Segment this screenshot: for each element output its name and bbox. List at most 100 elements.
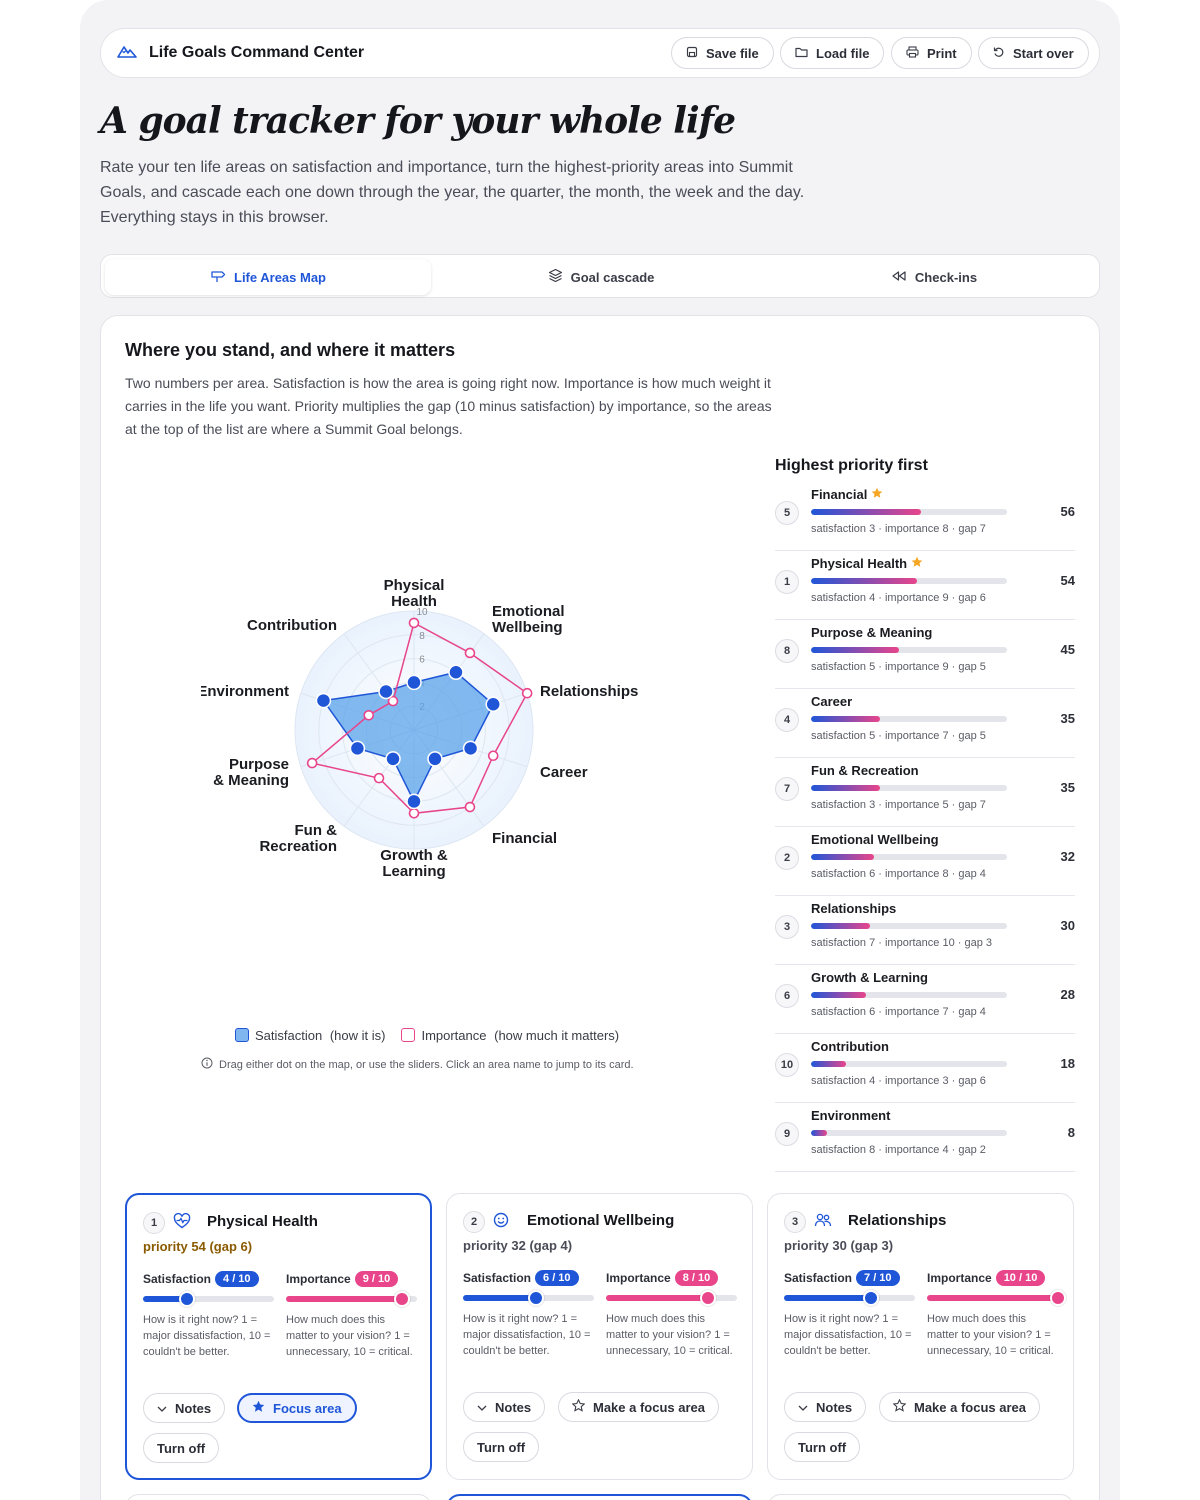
- focus-area-button[interactable]: Focus area: [237, 1393, 357, 1423]
- priority-row[interactable]: 2 Emotional Wellbeing satisfaction 6 · imp…: [775, 827, 1075, 896]
- radar-axis-label[interactable]: Financial: [492, 830, 557, 847]
- priority-row[interactable]: 6 Growth & Learning satisfaction 6 · impor…: [775, 965, 1075, 1034]
- focus-area-button[interactable]: Make a focus area: [558, 1392, 720, 1422]
- importance-slider-knob[interactable]: [1050, 1290, 1066, 1306]
- satisfaction-dot[interactable]: [448, 664, 464, 680]
- area-name-link[interactable]: Contribution: [811, 1039, 889, 1054]
- radar-axis-label[interactable]: Emotional Wellbeing: [492, 603, 565, 636]
- area-card[interactable]: [767, 1494, 1074, 1500]
- area-name-link[interactable]: Physical Health: [811, 556, 923, 571]
- satisfaction-slider[interactable]: [784, 1290, 915, 1306]
- radar-axis-label[interactable]: Fun & Recreation: [259, 822, 337, 855]
- importance-dot[interactable]: [464, 801, 476, 813]
- satisfaction-dot[interactable]: [462, 740, 479, 757]
- satisfaction-slider-knob[interactable]: [178, 1291, 195, 1307]
- area-name-link[interactable]: Fun & Recreation: [811, 763, 919, 778]
- start-over-button[interactable]: Start over: [978, 37, 1089, 69]
- importance-dot[interactable]: [408, 808, 420, 819]
- satisfaction-dot[interactable]: [485, 696, 501, 713]
- importance-slider-knob[interactable]: [699, 1290, 716, 1306]
- priority-score: 54: [1060, 573, 1075, 588]
- importance-dot[interactable]: [487, 750, 499, 762]
- priority-row[interactable]: 7 Fun & Recreation satisfaction 3 · import…: [775, 758, 1075, 827]
- notes-button[interactable]: Notes: [463, 1392, 546, 1422]
- satisfaction-dot[interactable]: [385, 751, 401, 767]
- satisfaction-slider-knob[interactable]: [863, 1290, 880, 1306]
- radar-tick-label: 8: [419, 631, 425, 642]
- notes-button[interactable]: Notes: [784, 1392, 867, 1422]
- load-file-button[interactable]: Load file: [780, 37, 885, 69]
- area-card[interactable]: [446, 1494, 753, 1500]
- priority-row[interactable]: 8 Purpose & Meaning satisfaction 5 · impor…: [775, 620, 1075, 689]
- notes-button[interactable]: Notes: [143, 1393, 226, 1423]
- turn-off-button[interactable]: Turn off: [784, 1432, 861, 1462]
- area-scores: satisfaction 5 · importance 9 · gap 5: [811, 661, 986, 673]
- priority-row[interactable]: 1 Physical Health satisfaction 4 · importa…: [775, 551, 1075, 620]
- importance-dot[interactable]: [408, 617, 420, 629]
- satisfaction-dot[interactable]: [406, 674, 422, 691]
- radar-axis-label[interactable]: Career: [540, 764, 588, 781]
- area-name-link[interactable]: Career: [811, 694, 852, 709]
- area-card[interactable]: 1 Physical Health priority 54 (gap 6) Satis…: [125, 1193, 432, 1480]
- area-name: Career: [811, 694, 853, 709]
- radar-axis-label[interactable]: Growth & Learning: [380, 847, 448, 880]
- satisfaction-dot[interactable]: [406, 793, 422, 810]
- satisfaction-dot[interactable]: [427, 751, 443, 767]
- life-areas-radar[interactable]: 246810PhysicalHealthEmotionalWellbeingRe…: [201, 566, 641, 916]
- priority-row[interactable]: 3 Relationships satisfaction 7 · importanc…: [775, 896, 1075, 965]
- satisfaction-slider-knob[interactable]: [527, 1290, 544, 1306]
- area-name-link[interactable]: Growth & Learning: [811, 970, 928, 985]
- tab-goal-cascade[interactable]: Goal cascade: [438, 259, 764, 295]
- importance-dot[interactable]: [387, 695, 399, 707]
- radar-axis-label[interactable]: Physical Health: [384, 577, 445, 610]
- priority-bar: [811, 578, 1007, 584]
- area-name-link[interactable]: Environment: [811, 1108, 890, 1123]
- turn-off-button[interactable]: Turn off: [143, 1433, 220, 1463]
- radar-axis-label[interactable]: Relationships: [540, 683, 638, 700]
- area-card[interactable]: 3 Relationships priority 30 (gap 3) Satisfa…: [767, 1193, 1074, 1480]
- importance-dot[interactable]: [464, 647, 476, 659]
- notes-label: Notes: [495, 1399, 532, 1415]
- area-name-link[interactable]: Purpose & Meaning: [811, 625, 932, 640]
- area-number: 1: [775, 570, 799, 594]
- importance-dot[interactable]: [373, 772, 385, 784]
- area-card[interactable]: 2 Emotional Wellbeing priority 32 (gap 4) S…: [446, 1193, 753, 1480]
- area-name-link[interactable]: Relationships: [811, 901, 896, 916]
- priority-row[interactable]: 9 Environment satisfaction 8 · importance …: [775, 1103, 1075, 1172]
- priority-row[interactable]: 4 Career satisfaction 5 · importance 7 · g…: [775, 689, 1075, 758]
- priority-bar-fill: [811, 1061, 847, 1067]
- importance-slider[interactable]: [927, 1290, 1066, 1306]
- tab-bar: Life Areas Map Goal cascade Check-ins: [100, 254, 1100, 298]
- importance-dot[interactable]: [521, 687, 533, 699]
- area-name-link[interactable]: Emotional Wellbeing: [811, 832, 939, 847]
- priority-bar-fill: [811, 509, 921, 515]
- radar-axis-label[interactable]: Contribution: [247, 617, 337, 634]
- radar-axis-label[interactable]: Purpose & Meaning: [213, 756, 289, 789]
- focus-area-button[interactable]: Make a focus area: [879, 1392, 1041, 1422]
- priority-bar-fill: [811, 647, 900, 653]
- priority-row[interactable]: 5 Financial satisfaction 3 · importance 8 …: [775, 482, 1075, 551]
- area-number: 3: [775, 915, 799, 939]
- satisfaction-dot[interactable]: [349, 740, 366, 757]
- importance-slider[interactable]: [286, 1291, 417, 1307]
- area-name-link[interactable]: Financial: [811, 487, 883, 502]
- importance-slider-knob[interactable]: [394, 1291, 411, 1307]
- satisfaction-dot[interactable]: [378, 683, 394, 700]
- save-file-button[interactable]: Save file: [671, 37, 774, 69]
- satisfaction-slider[interactable]: [143, 1291, 274, 1307]
- print-button[interactable]: Print: [891, 37, 972, 69]
- satisfaction-dot[interactable]: [315, 692, 332, 709]
- area-number: 2: [463, 1211, 485, 1233]
- star-icon: [252, 1400, 265, 1416]
- radar-axis-label[interactable]: Environment: [201, 683, 289, 700]
- turn-off-button[interactable]: Turn off: [463, 1432, 540, 1462]
- importance-dot[interactable]: [306, 757, 318, 769]
- importance-dot[interactable]: [363, 709, 375, 721]
- area-number: 4: [775, 708, 799, 732]
- tab-check-ins[interactable]: Check-ins: [771, 259, 1097, 295]
- area-card[interactable]: [125, 1494, 432, 1500]
- tab-life-areas-map[interactable]: Life Areas Map: [105, 259, 431, 295]
- importance-slider[interactable]: [606, 1290, 737, 1306]
- priority-row[interactable]: 10 Contribution satisfaction 4 · importanc…: [775, 1034, 1075, 1103]
- satisfaction-slider[interactable]: [463, 1290, 594, 1306]
